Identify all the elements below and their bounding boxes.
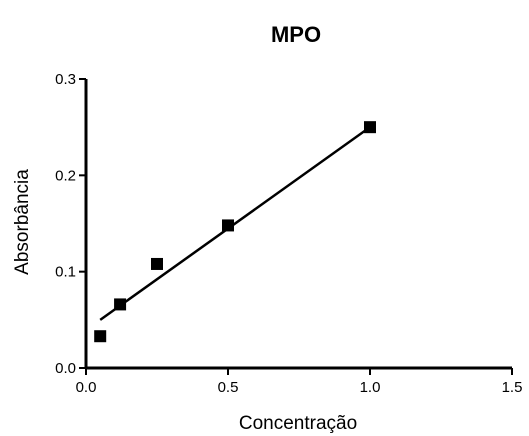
x-tick-label-3: 1.5 [502,379,523,396]
x-axis-label: Concentração [239,413,357,434]
axes: 0.0 0.5 1.0 1.5 0.0 0.1 0.2 0.3 [55,71,522,396]
x-tick-label-2: 1.0 [360,379,381,396]
chart-title: MPO [271,22,321,47]
x-tick-label-0: 0.0 [76,379,97,396]
data-point-0-1 [114,298,127,311]
data-point-0-2 [151,257,163,270]
data-point-0-3 [222,219,234,232]
data-point-0-4 [364,121,376,134]
data-point-0-0 [94,330,107,343]
y-axis-label: Absorbância [12,169,33,275]
y-tick-label-3: 0.3 [55,71,76,88]
y-tick-label-0: 0.0 [55,360,76,377]
x-tick-label-1: 0.5 [218,379,239,396]
fit-line-group [99,126,371,321]
data-points [94,121,376,343]
fit-line [99,126,371,321]
y-tick-label-1: 0.1 [55,264,76,281]
y-tick-label-2: 0.2 [55,167,76,184]
